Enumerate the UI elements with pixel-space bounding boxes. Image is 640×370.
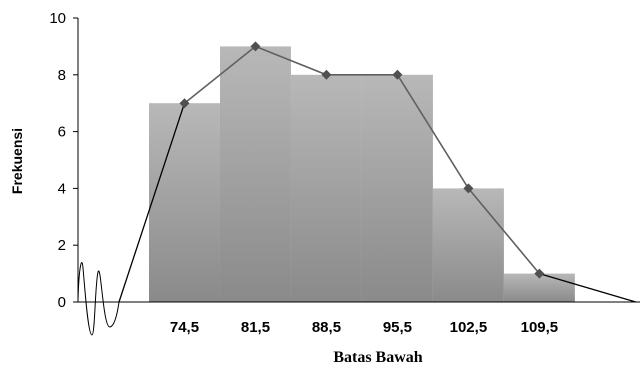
axes [73, 17, 640, 336]
polygon-tail [539, 272, 636, 303]
y-tick-label: 2 [58, 237, 66, 254]
polygon-marker-2 [250, 41, 261, 52]
origin-squiggle [77, 262, 120, 336]
polygon-marker-3 [321, 69, 332, 80]
y-tick-label: 6 [58, 124, 66, 141]
y-tick-label: 10 [49, 10, 66, 27]
x-tick-label: 74,5 [170, 319, 199, 336]
polygon-marker-6 [534, 268, 545, 279]
polygon-lead-in [118, 102, 186, 303]
bar-1 [149, 103, 220, 302]
x-axis-title: Batas Bawah [333, 349, 422, 366]
frequency-polygon [118, 41, 636, 303]
y-tick-label: 0 [58, 294, 66, 311]
polygon-marker-5 [463, 183, 474, 194]
bars [149, 46, 575, 303]
x-tick-label: 95,5 [383, 319, 412, 336]
y-axis-title: Frekuensi [9, 128, 25, 194]
y-tick-label: 8 [58, 67, 66, 84]
x-tick-label: 81,5 [241, 319, 270, 336]
bar-3 [290, 74, 362, 302]
bar-5 [432, 188, 504, 302]
bar-4 [361, 74, 433, 302]
tick-labels: 0 2 4 6 8 10 74,5 81,5 88,5 95,5 102,5 109,5 [49, 10, 558, 336]
polygon-line [183, 45, 541, 275]
polygon-marker-4 [392, 69, 403, 80]
polygon-marker-1 [179, 98, 190, 109]
x-tick-label: 88,5 [312, 319, 341, 336]
x-tick-label: 102,5 [450, 319, 488, 336]
y-tick-label: 4 [58, 180, 66, 197]
x-tick-label: 109,5 [521, 319, 559, 336]
bar-2 [219, 46, 291, 303]
